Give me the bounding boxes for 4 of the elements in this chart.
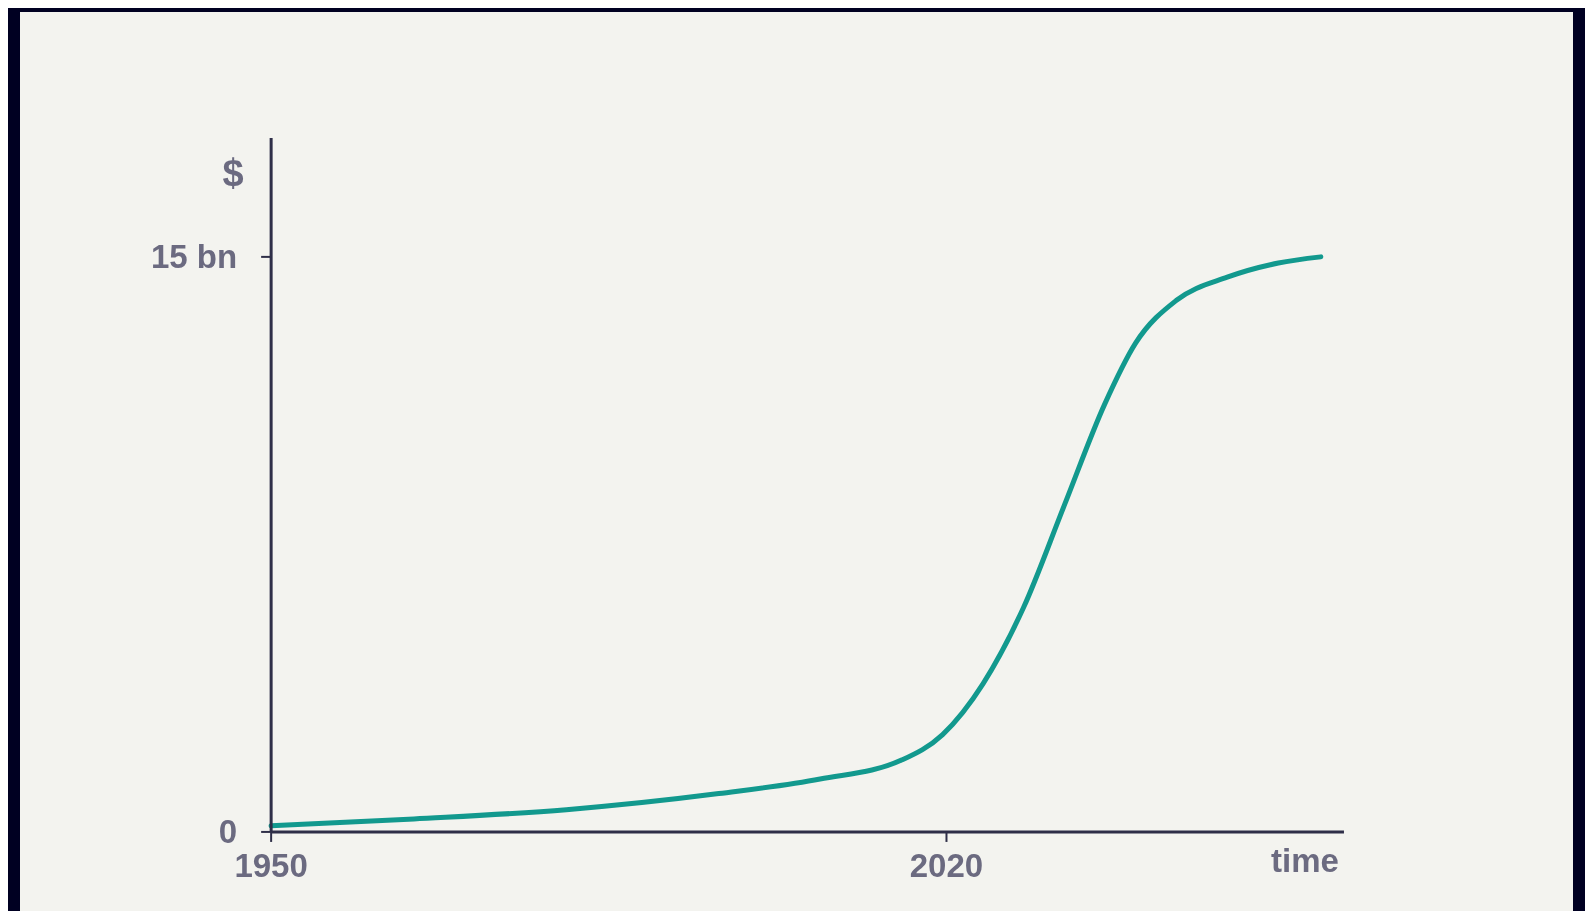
x-tick-label: 2020 (909, 846, 984, 884)
y-axis-title: $ (222, 152, 244, 195)
y-tick-label: 15 bn (150, 238, 238, 276)
x-axis-title: time (1271, 841, 1339, 879)
